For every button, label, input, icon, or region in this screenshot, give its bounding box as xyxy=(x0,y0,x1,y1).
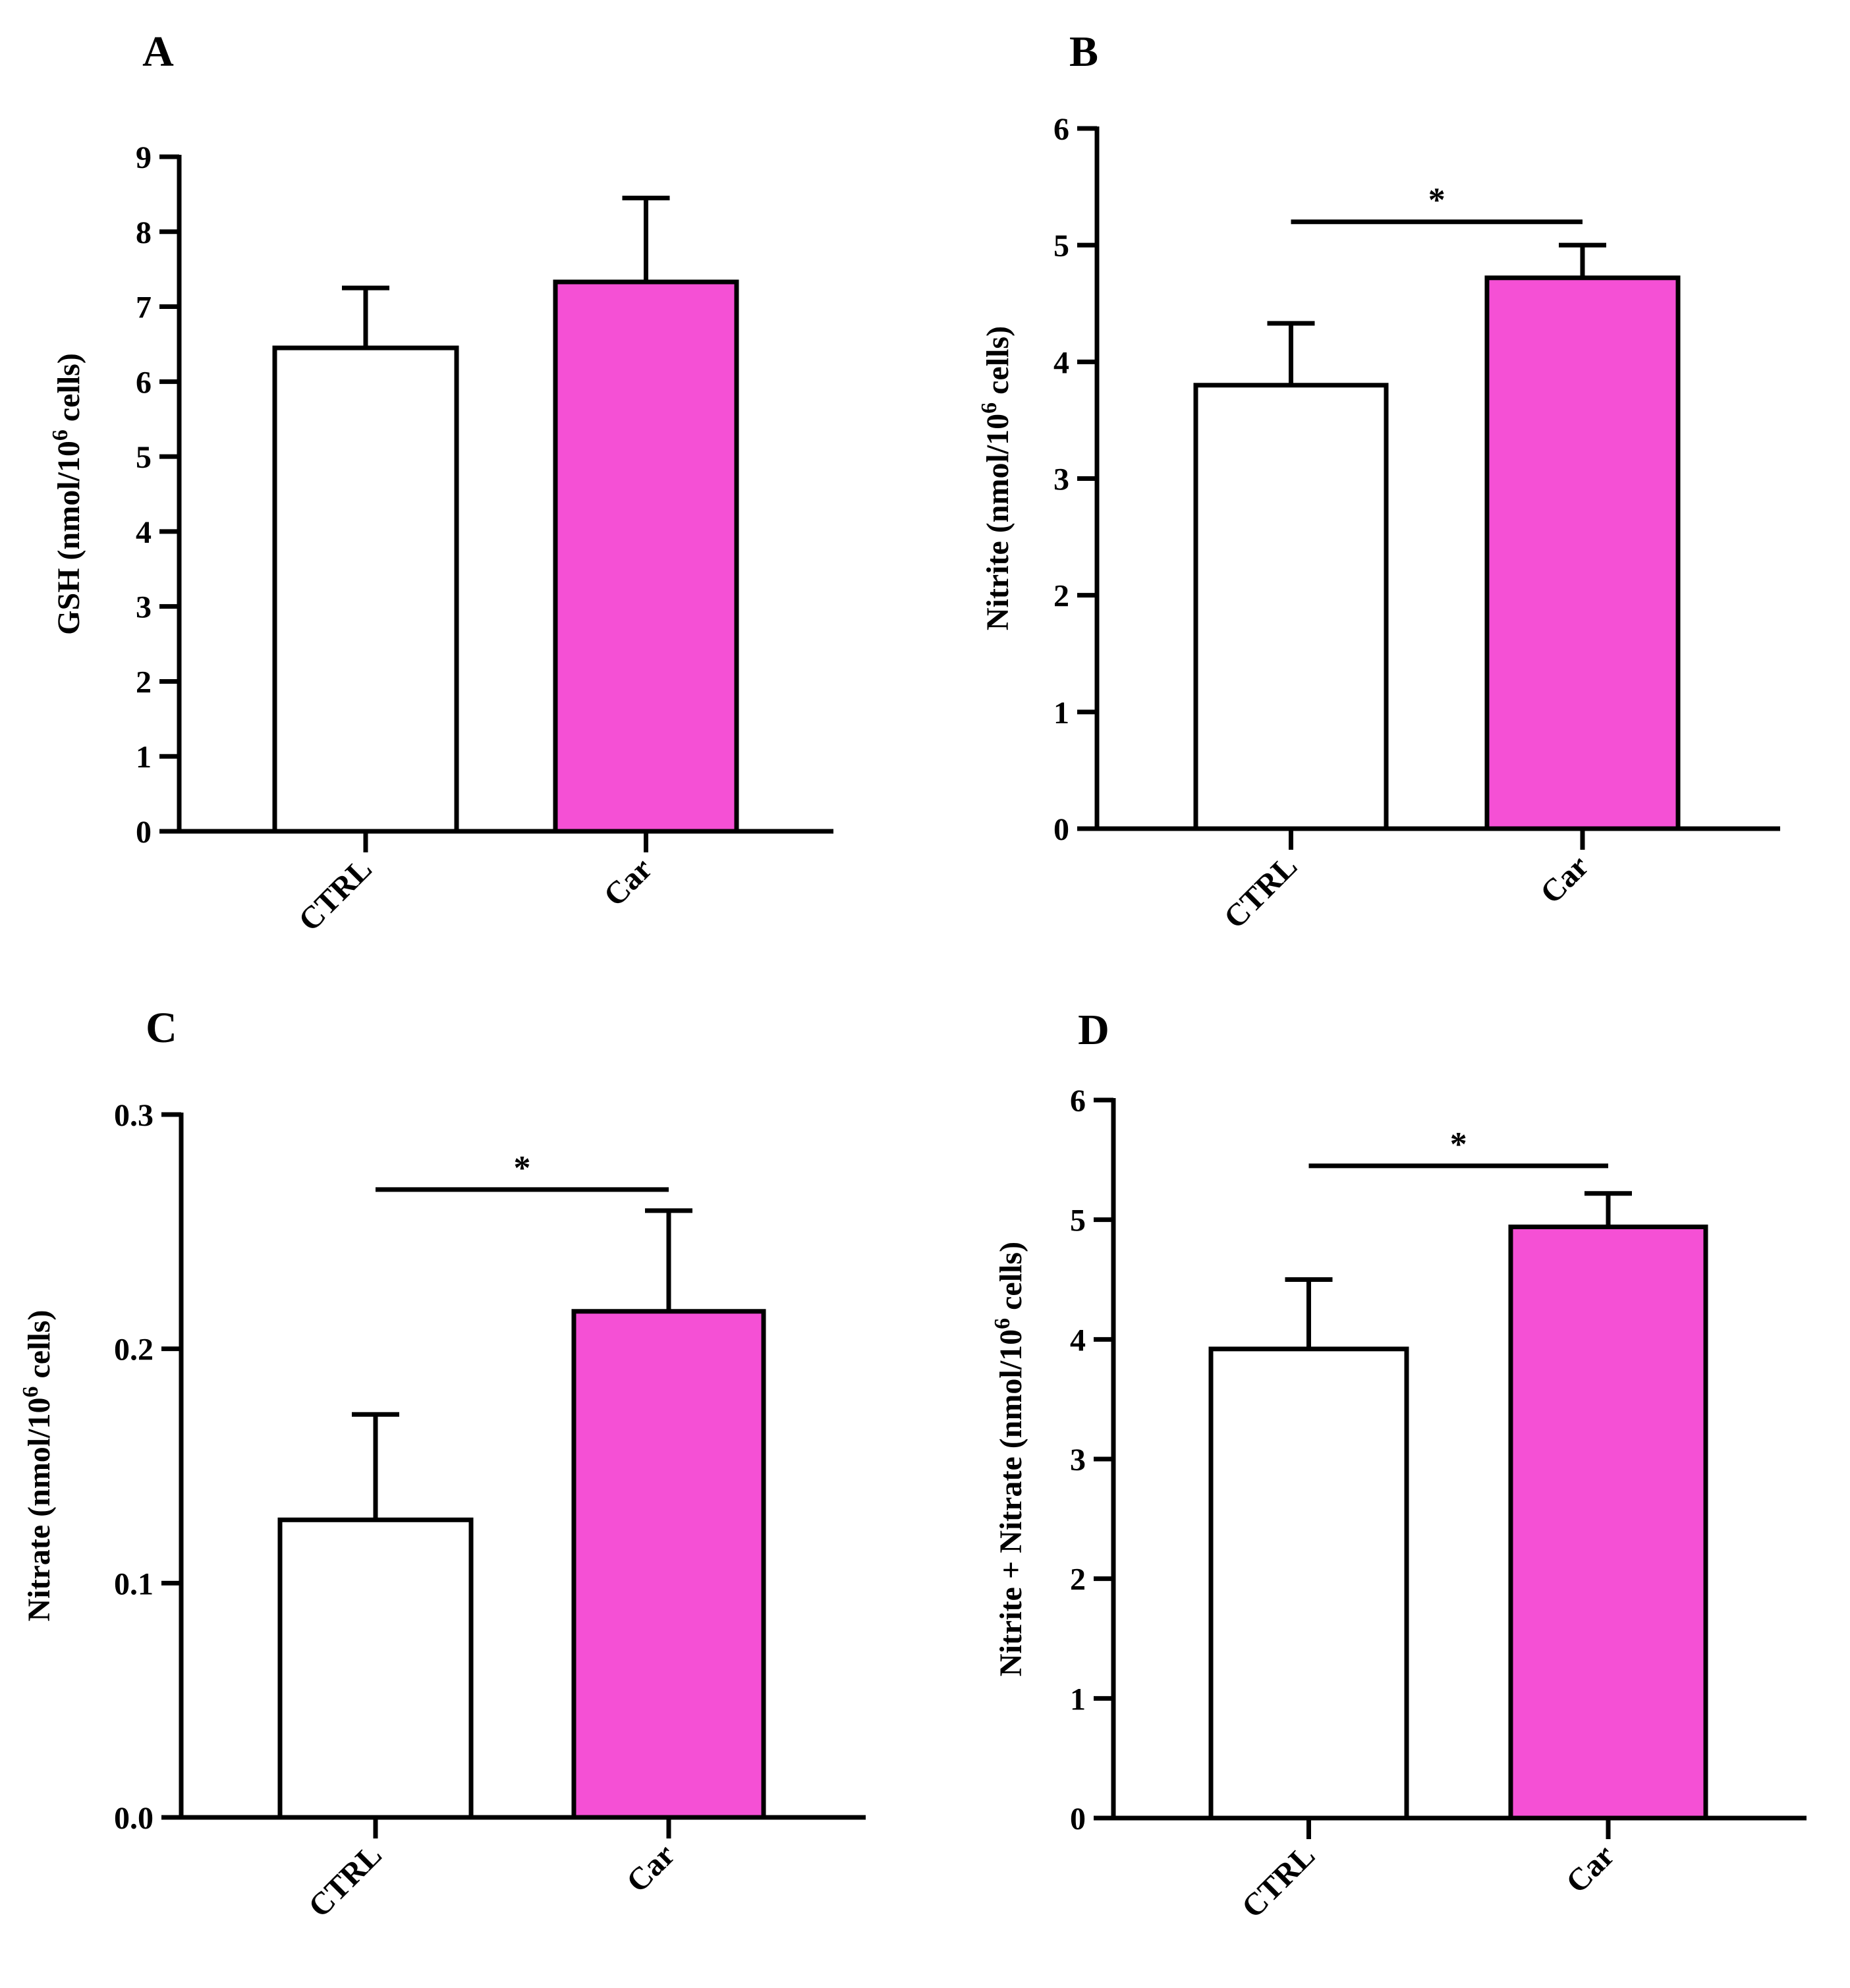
y-tick-label: 8 xyxy=(136,215,152,250)
y-tick-label: 0.2 xyxy=(114,1333,154,1367)
x-tick-label-car: Car xyxy=(620,1837,682,1899)
y-tick-label: 6 xyxy=(136,365,152,400)
y-tick-label: 5 xyxy=(1053,229,1069,263)
bar-ctrl xyxy=(272,345,459,834)
bar-car xyxy=(553,279,739,834)
y-tick-label: 3 xyxy=(136,590,152,625)
chart-panel-a: A 0 1 2 3 4 5 6 7 8 9 CTRL Car GSH (nmol/106 cells) xyxy=(48,28,833,938)
y-axis-title: Nitrate (nmol/106 cells) xyxy=(18,1310,57,1622)
x-tick-label-ctrl: CTRL xyxy=(292,851,379,938)
significance-star: * xyxy=(1428,182,1445,219)
y-axis-title: Nitrite + Nitrate (nmol/106 cells) xyxy=(990,1242,1028,1676)
x-tick-label-car: Car xyxy=(1559,1838,1621,1900)
y-tick-label: 6 xyxy=(1070,1084,1086,1118)
significance-star: * xyxy=(1450,1126,1467,1163)
y-tick-label: 4 xyxy=(1070,1323,1086,1358)
y-tick-label: 7 xyxy=(136,290,152,325)
bar-ctrl xyxy=(1208,1346,1409,1821)
y-tick-label: 6 xyxy=(1053,112,1069,147)
y-tick-label: 1 xyxy=(1053,696,1069,731)
y-tick-label: 5 xyxy=(136,440,152,475)
bar-car xyxy=(571,1309,766,1820)
y-tick-label: 0 xyxy=(1053,812,1069,847)
y-axis-title: GSH (nmol/106 cells) xyxy=(48,353,86,635)
x-tick-label-ctrl: CTRL xyxy=(302,1837,389,1924)
x-tick-label-ctrl: CTRL xyxy=(1218,848,1304,935)
x-tick-label-car: Car xyxy=(1534,848,1596,910)
y-tick-label: 2 xyxy=(1070,1562,1086,1597)
significance-star: * xyxy=(514,1149,531,1187)
x-tick-label-car: Car xyxy=(597,851,659,913)
y-tick-label: 2 xyxy=(1053,579,1069,614)
chart-panel-b: B 0 1 2 3 4 5 6 CTRL Car Nitrite (nmol/106 cells) * xyxy=(977,28,1780,935)
panel-letter: B xyxy=(1069,28,1098,76)
y-tick-label: 9 xyxy=(136,140,152,175)
bar-ctrl xyxy=(277,1517,474,1820)
y-tick-label: 0 xyxy=(136,815,152,850)
panel-letter: A xyxy=(142,28,174,76)
panel-letter: D xyxy=(1078,1006,1109,1054)
x-tick-label-ctrl: CTRL xyxy=(1235,1838,1322,1925)
y-tick-label: 3 xyxy=(1053,462,1069,497)
y-tick-label: 2 xyxy=(136,665,152,700)
panel-letter: C xyxy=(146,1004,177,1052)
y-tick-label: 4 xyxy=(136,515,152,550)
bar-ctrl xyxy=(1193,383,1389,831)
bar-car xyxy=(1508,1225,1708,1821)
y-tick-label: 0.1 xyxy=(114,1566,154,1601)
y-tick-label: 0.0 xyxy=(114,1801,154,1836)
bar-car xyxy=(1484,275,1681,831)
y-tick-label: 4 xyxy=(1053,345,1069,380)
chart-panel-c: C 0.0 0.1 0.2 0.3 CTRL Car Nitrate (nmol/106 ce… xyxy=(18,1004,866,1924)
y-tick-label: 3 xyxy=(1070,1443,1086,1477)
y-axis-title: Nitrite (nmol/106 cells) xyxy=(977,326,1015,630)
y-tick-label: 1 xyxy=(136,740,152,775)
y-tick-label: 0.3 xyxy=(114,1098,154,1133)
chart-panel-d: D 0 1 2 3 4 5 6 CTRL Car Nitrite + Nitrate (nmol/1… xyxy=(990,1006,1807,1925)
y-tick-label: 0 xyxy=(1070,1802,1086,1836)
y-tick-label: 5 xyxy=(1070,1203,1086,1238)
y-tick-label: 1 xyxy=(1070,1682,1086,1717)
